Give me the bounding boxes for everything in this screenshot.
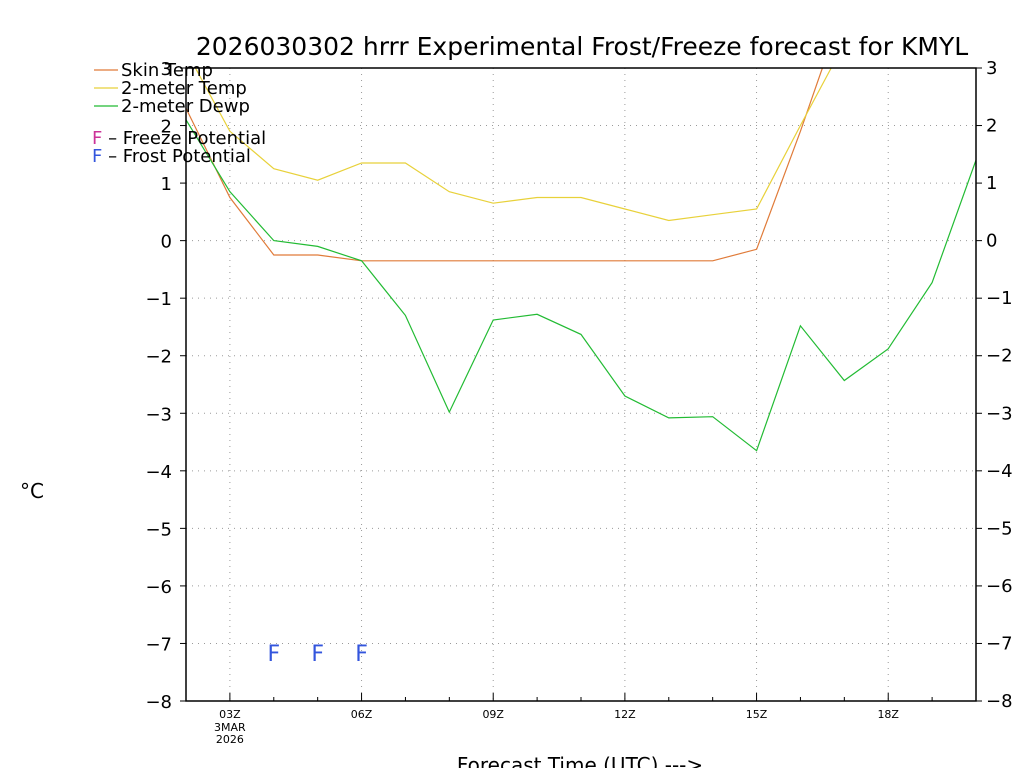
y-tick-label-left: −4 [145, 462, 172, 483]
y-tick-label-right: −6 [986, 576, 1013, 597]
y-tick-label-right: −5 [986, 518, 1013, 539]
y-tick-label-right: −7 [986, 633, 1013, 654]
frost-marker: F [267, 642, 280, 667]
y-tick-label-right: −1 [986, 288, 1013, 309]
x-tick-label: 03Z [219, 708, 241, 721]
y-tick-label-left: −6 [145, 577, 172, 598]
legend-entry: 2-meter Temp [121, 78, 247, 99]
legend-entry: Skin Temp [121, 60, 213, 81]
series-line-skin-temp [186, 68, 824, 262]
y-tick-label-right: 1 [986, 173, 997, 194]
x-tick-label: 12Z [614, 708, 636, 721]
y-tick-label-left: −3 [145, 404, 172, 425]
y-tick-label-right: −2 [986, 346, 1013, 367]
y-tick-label-right: 2 [986, 116, 997, 137]
series-line-2-meter-dewp [186, 119, 976, 452]
legend-note-symbol: F [92, 128, 102, 149]
x-tick-sublabel: 3MAR [214, 721, 246, 734]
x-tick-label: 15Z [746, 708, 768, 721]
y-tick-label-right: −8 [986, 691, 1013, 712]
x-tick-sublabel: 2026 [216, 733, 244, 746]
legend-note: F – Frost Potential [92, 146, 251, 167]
y-tick-label-left: −2 [145, 347, 172, 368]
frost-marker: F [355, 642, 368, 667]
legend-note-text: – Frost Potential [102, 146, 251, 167]
legend-note: F – Freeze Potential [92, 128, 266, 149]
y-tick-label-right: −3 [986, 403, 1013, 424]
x-axis-label: Forecast Time (UTC) ---> [457, 753, 703, 768]
plot-frame [185, 67, 977, 702]
chart-title: 2026030302 hrrr Experimental Frost/Freez… [196, 32, 968, 61]
series-layer [186, 68, 976, 452]
x-tick-label: 06Z [351, 708, 373, 721]
y-tick-label-right: −4 [986, 461, 1013, 482]
legend-note-text: – Freeze Potential [102, 128, 266, 149]
axes: 3 3 2 2 1 1 0 0 −1 −1 −2 −2 −3 −3 −4 −4 −5 −5 −6 −6 −7 −7 −8 −8… [145, 58, 1012, 746]
y-tick-label-left: −7 [145, 634, 172, 655]
y-tick-label-right: 0 [986, 231, 997, 252]
y-axis-label: °C [20, 479, 44, 503]
x-tick-label: 09Z [482, 708, 504, 721]
legend-note-symbol: F [92, 146, 102, 167]
y-tick-label-left: 3 [161, 59, 172, 80]
y-tick-label-left: −8 [145, 692, 172, 713]
y-tick-label-left: −5 [145, 519, 172, 540]
y-tick-label-left: 0 [161, 232, 172, 253]
series-line-2-meter-temp [194, 68, 833, 222]
frost-marker: F [311, 642, 324, 667]
y-tick-label-left: 1 [161, 174, 172, 195]
legend-entry: 2-meter Dewp [121, 96, 250, 117]
y-tick-label-left: −1 [145, 289, 172, 310]
x-tick-label: 18Z [877, 708, 899, 721]
y-tick-label-right: 3 [986, 58, 997, 79]
grid-lines [186, 68, 976, 701]
y-tick-label-left: 2 [161, 117, 172, 138]
